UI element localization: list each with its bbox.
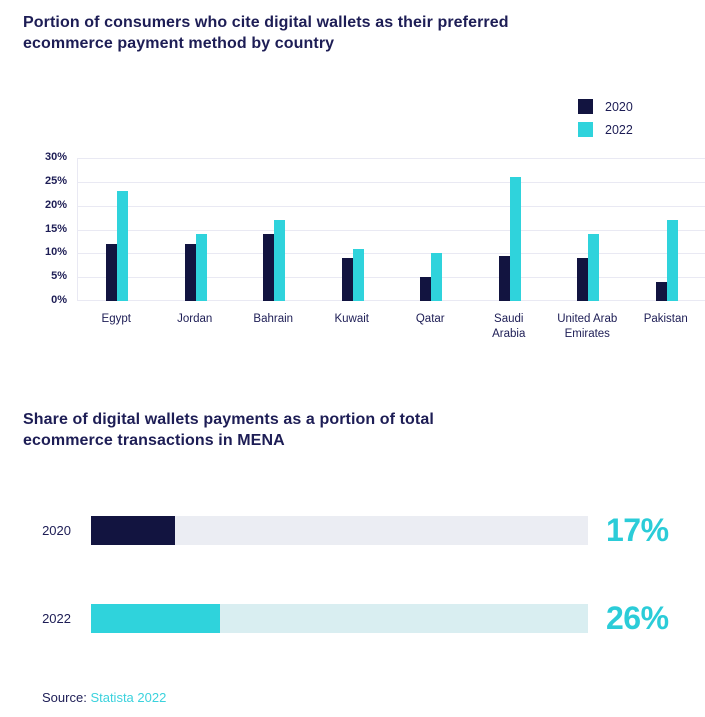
y-tick-label-25: 25% [44, 174, 67, 187]
grouped-chart-title: Portion of consumers who cite digital wa… [23, 14, 509, 52]
hbar-label-2020: 2020 [42, 523, 71, 538]
legend-label-2020: 2020 [605, 99, 633, 114]
gridline-30 [78, 158, 705, 159]
bar-2022-saudi [509, 177, 521, 301]
bar-2020-saudi [498, 255, 510, 301]
legend-item-2020: 2020 [578, 99, 633, 114]
gridline-15 [78, 229, 705, 231]
gridline-20 [78, 205, 705, 207]
bar-2022-kuwait [352, 248, 364, 301]
y-axis-tick-labels: 0% 5% 10% 15% 20% 25% 30% [30, 151, 72, 306]
x-tick-label-jordan: Jordan [177, 313, 213, 325]
bar-2022-bahrain [274, 219, 286, 301]
hbar-row-2022: 2022 26% [23, 600, 669, 636]
bar-2020-united arab [577, 258, 589, 301]
bar-2022-pakistan [666, 219, 678, 301]
source-link[interactable]: Statista 2022 [90, 690, 167, 705]
y-tick-label-0: 0% [51, 294, 67, 306]
x-tick-label-egypt: Egypt [101, 313, 131, 325]
bar-group-kuwait [314, 158, 393, 301]
bar-2022-united arab [588, 234, 600, 301]
legend-item-2022: 2022 [578, 122, 633, 137]
hbar-label-2022: 2022 [42, 611, 71, 626]
gridline-25 [78, 181, 705, 183]
legend-swatch-2022 [578, 122, 593, 137]
source-line: Source: Statista 2022 [42, 690, 166, 705]
bar-group-pakistan [628, 158, 705, 301]
bar-group-jordan [157, 158, 236, 301]
hbar-chart-title: Share of digital wallets payments as a p… [23, 411, 434, 449]
bar-2022-qatar [431, 253, 443, 301]
y-tick-label-30: 30% [44, 151, 67, 163]
x-tick-label-pakistan: Pakistan [643, 313, 688, 325]
x-tick-label-united arab: United Arab Emirates [557, 313, 618, 340]
bar-2022-egypt [117, 191, 129, 301]
hbar-row-2020: 2020 17% [23, 512, 669, 548]
bar-2020-bahrain [263, 234, 275, 301]
hbar-track-2020 [91, 516, 588, 545]
bar-2020-pakistan [655, 281, 667, 301]
hbar-fill-2020 [91, 516, 176, 545]
hbar-value-2020: 17% [606, 512, 669, 548]
x-tick-label-qatar: Qatar [415, 313, 445, 325]
x-tick-label-saudi: Saudi Arabia [492, 313, 526, 340]
grouped-bar-plot-area [77, 158, 705, 301]
x-tick-label-bahrain: Bahrain [253, 313, 294, 325]
bar-2020-kuwait [341, 258, 353, 301]
hbar-fill-2022 [91, 604, 221, 633]
hbar-value-2022: 26% [606, 600, 669, 636]
x-axis-category-labels: Egypt Jordan Bahrain Kuwait Qatar Saudi Arabi… [77, 312, 705, 352]
legend-swatch-2020 [578, 99, 593, 114]
x-tick-label-kuwait: Kuwait [334, 313, 370, 325]
bar-group-saudi [471, 158, 550, 301]
bar-2020-egypt [106, 243, 118, 301]
bar-group-qatar [392, 158, 471, 301]
bar-2020-qatar [420, 277, 432, 301]
legend: 2020 2022 [578, 99, 633, 137]
source-label: Source: [42, 690, 87, 705]
y-tick-label-10: 10% [44, 246, 67, 259]
legend-label-2022: 2022 [605, 122, 633, 137]
bar-group-egypt [78, 158, 157, 301]
gridline-10 [78, 253, 705, 255]
y-tick-label-5: 5% [51, 270, 67, 283]
bar-group-bahrain [235, 158, 314, 301]
hbar-track-2022 [91, 604, 588, 633]
gridline-0 [78, 300, 705, 301]
y-tick-label-15: 15% [44, 222, 67, 235]
bar-group-united arab [549, 158, 628, 301]
bar-2020-jordan [184, 243, 196, 301]
gridline-5 [78, 277, 705, 279]
y-tick-label-20: 20% [44, 198, 67, 211]
bar-2022-jordan [195, 234, 207, 301]
